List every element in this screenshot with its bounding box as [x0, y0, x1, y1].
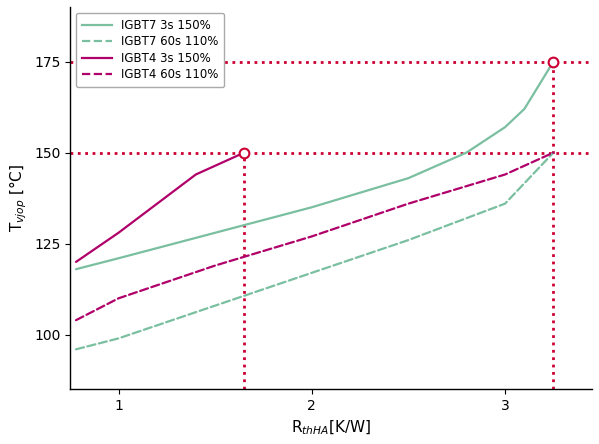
IGBT7 3s 150% — [72, 266, 80, 272]
IGBT4 60s 110% — [72, 317, 80, 323]
IGBT4 60s 110% — [550, 150, 557, 155]
IGBT7 3s 150% — [463, 150, 470, 155]
IGBT7 3s 150% — [501, 124, 509, 130]
Y-axis label: T$_{vjop}$ [°C]: T$_{vjop}$ [°C] — [7, 164, 29, 232]
IGBT7 3s 150% — [550, 59, 557, 64]
IGBT4 60s 110% — [405, 201, 412, 206]
IGBT7 60s 110% — [308, 270, 316, 275]
IGBT7 60s 110% — [405, 238, 412, 243]
IGBT7 3s 150% — [521, 106, 528, 111]
Line: IGBT4 3s 150%: IGBT4 3s 150% — [76, 153, 244, 262]
IGBT4 3s 150% — [241, 150, 248, 155]
IGBT4 3s 150% — [192, 172, 199, 177]
IGBT7 3s 150% — [405, 175, 412, 181]
IGBT7 60s 110% — [550, 150, 557, 155]
IGBT7 60s 110% — [72, 347, 80, 352]
IGBT4 3s 150% — [153, 201, 161, 206]
IGBT7 3s 150% — [308, 205, 316, 210]
IGBT4 60s 110% — [308, 234, 316, 239]
IGBT4 3s 150% — [72, 259, 80, 265]
IGBT7 60s 110% — [211, 303, 219, 308]
IGBT7 3s 150% — [115, 256, 122, 261]
IGBT7 60s 110% — [501, 201, 509, 206]
Legend: IGBT7 3s 150%, IGBT7 60s 110%, IGBT4 3s 150%, IGBT4 60s 110%: IGBT7 3s 150%, IGBT7 60s 110%, IGBT4 3s … — [76, 13, 224, 87]
X-axis label: R$_{thHA}$[K/W]: R$_{thHA}$[K/W] — [291, 419, 371, 437]
IGBT7 60s 110% — [115, 336, 122, 341]
IGBT4 60s 110% — [211, 263, 219, 268]
Line: IGBT7 60s 110%: IGBT7 60s 110% — [76, 153, 553, 349]
IGBT4 60s 110% — [501, 172, 509, 177]
Line: IGBT4 60s 110%: IGBT4 60s 110% — [76, 153, 553, 320]
IGBT7 3s 150% — [211, 230, 219, 235]
IGBT4 60s 110% — [115, 296, 122, 301]
Line: IGBT7 3s 150%: IGBT7 3s 150% — [76, 62, 553, 269]
IGBT4 3s 150% — [115, 230, 122, 235]
